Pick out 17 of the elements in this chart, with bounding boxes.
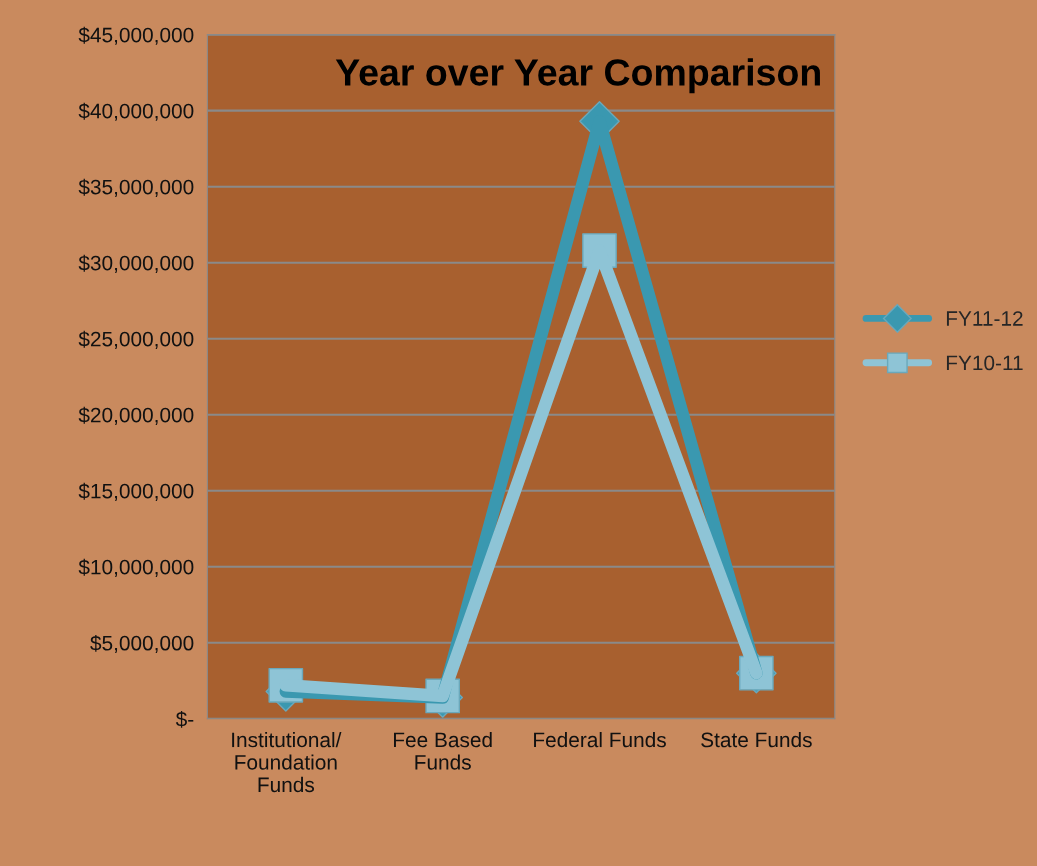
y-tick-label: $25,000,000 bbox=[78, 330, 194, 349]
x-tick-label: Institutional/ Foundation Funds bbox=[232, 731, 342, 793]
legend-label: FY11-12 bbox=[946, 311, 1023, 326]
y-tick-label: $5,000,000 bbox=[90, 634, 194, 653]
x-tick-label: State Funds bbox=[701, 731, 812, 748]
y-tick-label: $15,000,000 bbox=[78, 482, 194, 501]
legend-label: FY10-11 bbox=[946, 355, 1023, 371]
y-tick-label: $10,000,000 bbox=[78, 558, 194, 577]
y-tick-label: $- bbox=[175, 710, 194, 728]
x-tick-label: Fee Based Funds bbox=[394, 731, 492, 770]
y-tick-label: $40,000,000 bbox=[78, 102, 194, 121]
y-tick-label: $35,000,000 bbox=[78, 178, 194, 197]
text: Year over Year Comparison bbox=[335, 58, 820, 94]
y-tick-label: $20,000,000 bbox=[78, 406, 194, 425]
y-tick-label: $45,000,000 bbox=[78, 26, 194, 45]
y-tick-label: $30,000,000 bbox=[78, 254, 194, 273]
x-tick-label: Federal Funds bbox=[534, 731, 666, 748]
